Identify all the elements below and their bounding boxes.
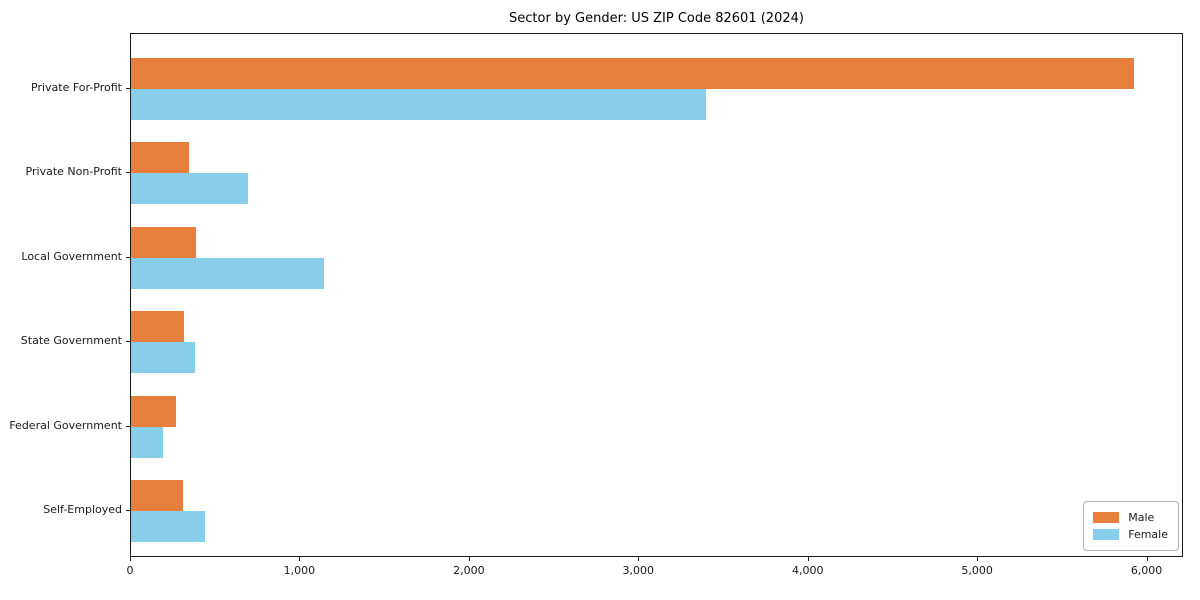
- x-tick-label: 0: [126, 564, 134, 577]
- bar-female-3: [131, 257, 324, 289]
- x-tick-label: 2,000: [453, 564, 485, 577]
- bar-female-6: [131, 511, 206, 542]
- x-tick-label: 6,000: [1130, 564, 1163, 577]
- chart-title: Sector by Gender: US ZIP Code 82601 (202…: [509, 11, 804, 26]
- bar-male-3: [131, 226, 197, 258]
- y-tick-mark: [126, 172, 130, 174]
- bar-male-2: [131, 142, 190, 174]
- x-tick-mark: [468, 557, 470, 561]
- x-tick-mark: [1146, 557, 1148, 561]
- y-tick-mark: [126, 256, 130, 258]
- legend-label-male: Male: [1128, 511, 1155, 524]
- bar-female-5: [131, 426, 164, 458]
- x-tick-label: 5,000: [961, 564, 993, 577]
- y-tick-mark: [126, 510, 130, 511]
- y-tick-label: Federal Government: [9, 418, 122, 432]
- x-tick-mark: [299, 557, 301, 561]
- x-tick-mark: [130, 557, 131, 561]
- male-color-swatch: [1093, 512, 1120, 523]
- bar-female-1: [131, 89, 706, 120]
- y-tick-mark: [126, 425, 130, 427]
- x-tick-label: 4,000: [791, 564, 824, 577]
- y-tick-label: Self-Employed: [43, 503, 122, 516]
- bar-female-2: [131, 173, 248, 205]
- x-tick-label: 1,000: [283, 564, 316, 577]
- legend-entry-female: Female: [1093, 526, 1168, 543]
- legend-label-female: Female: [1128, 528, 1168, 541]
- bar-male-6: [131, 480, 183, 511]
- y-tick-mark: [126, 88, 130, 89]
- x-tick-mark: [638, 557, 640, 561]
- x-tick-mark: [977, 557, 979, 561]
- plot-area: Male Female: [130, 33, 1183, 557]
- legend-entry-male: Male: [1093, 509, 1168, 526]
- bar-female-4: [131, 342, 196, 374]
- female-color-swatch: [1093, 529, 1120, 540]
- legend: Male Female: [1083, 501, 1179, 551]
- x-tick-mark: [807, 557, 809, 561]
- y-tick-label: Private For-Profit: [31, 81, 122, 94]
- y-tick-label: Local Government: [21, 249, 122, 263]
- bar-male-1: [131, 58, 1134, 89]
- bar-male-5: [131, 395, 176, 427]
- y-tick-label: State Government: [20, 334, 122, 348]
- bar-male-4: [131, 311, 185, 343]
- y-tick-mark: [126, 341, 130, 343]
- x-tick-label: 3,000: [622, 564, 655, 577]
- y-tick-label: Private Non-Profit: [25, 165, 122, 179]
